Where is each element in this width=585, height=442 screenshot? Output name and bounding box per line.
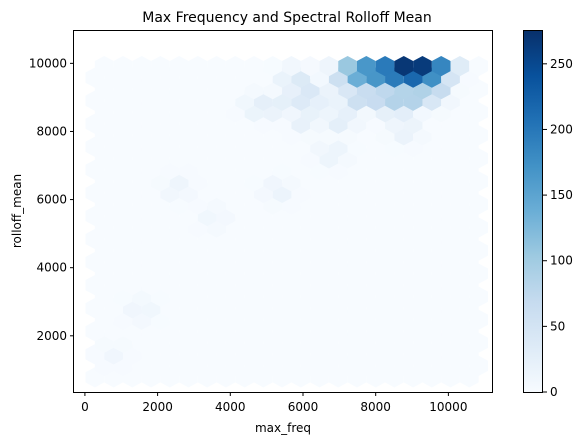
y-tick-label: 2000 <box>36 329 67 343</box>
x-tick-label: 4000 <box>215 400 246 414</box>
colorbar-tick-label: 150 <box>550 188 573 202</box>
y-axis: 2000 4000 6000 8000 10000 <box>29 56 74 343</box>
colorbar-tick-label: 100 <box>550 254 573 268</box>
plot-area <box>85 55 488 388</box>
hexbin-cell <box>338 55 357 77</box>
hexbin-cell <box>282 55 301 77</box>
y-tick-label: 10000 <box>29 56 67 70</box>
x-tick-label: 6000 <box>288 400 319 414</box>
plot-frame <box>73 30 493 393</box>
hexbin-cell <box>469 55 488 77</box>
colorbar-tick-label: 250 <box>550 57 573 71</box>
hexbin-cell <box>207 55 226 77</box>
y-tick-label: 6000 <box>36 193 67 207</box>
hexbin-cell <box>300 55 320 77</box>
hexbin-cell <box>356 55 376 77</box>
chart-title: Max Frequency and Spectral Rolloff Mean <box>142 10 431 26</box>
hexbin-cell <box>450 55 470 77</box>
hexbin-cell <box>375 55 395 77</box>
hexbin-cell <box>132 55 152 77</box>
x-tick-label: 10000 <box>429 400 467 414</box>
hexbin-cell <box>319 55 339 77</box>
x-tick-label: 0 <box>81 400 89 414</box>
hexbin-cell <box>244 55 264 77</box>
hexbin-cell <box>151 55 170 77</box>
hexbin-cell <box>94 55 114 77</box>
y-tick-label: 4000 <box>36 261 67 275</box>
colorbar-tick-label: 50 <box>550 319 565 333</box>
hexbin-cell <box>113 55 133 77</box>
hexbin-cell <box>225 55 245 77</box>
y-tick-label: 8000 <box>36 124 67 138</box>
x-tick-label: 2000 <box>142 400 173 414</box>
hexbin-cell <box>394 55 414 77</box>
colorbar-ticks: 0 50 100 150 200 250 <box>543 57 573 399</box>
x-axis-title: max_freq <box>255 421 311 435</box>
hexbin-cell <box>169 55 189 77</box>
hexbin-cell <box>263 55 283 77</box>
colorbar-tick-label: 200 <box>550 122 573 136</box>
colorbar-tick-label: 0 <box>550 385 558 399</box>
hexbin-cell <box>413 55 432 77</box>
x-axis: 0 2000 4000 6000 8000 10000 <box>81 392 467 414</box>
hexbin-cell <box>188 55 208 77</box>
colorbar <box>523 30 543 393</box>
x-tick-label: 8000 <box>360 400 391 414</box>
y-axis-title: rolloff_mean <box>10 174 24 248</box>
hexbin-cell <box>431 55 451 77</box>
